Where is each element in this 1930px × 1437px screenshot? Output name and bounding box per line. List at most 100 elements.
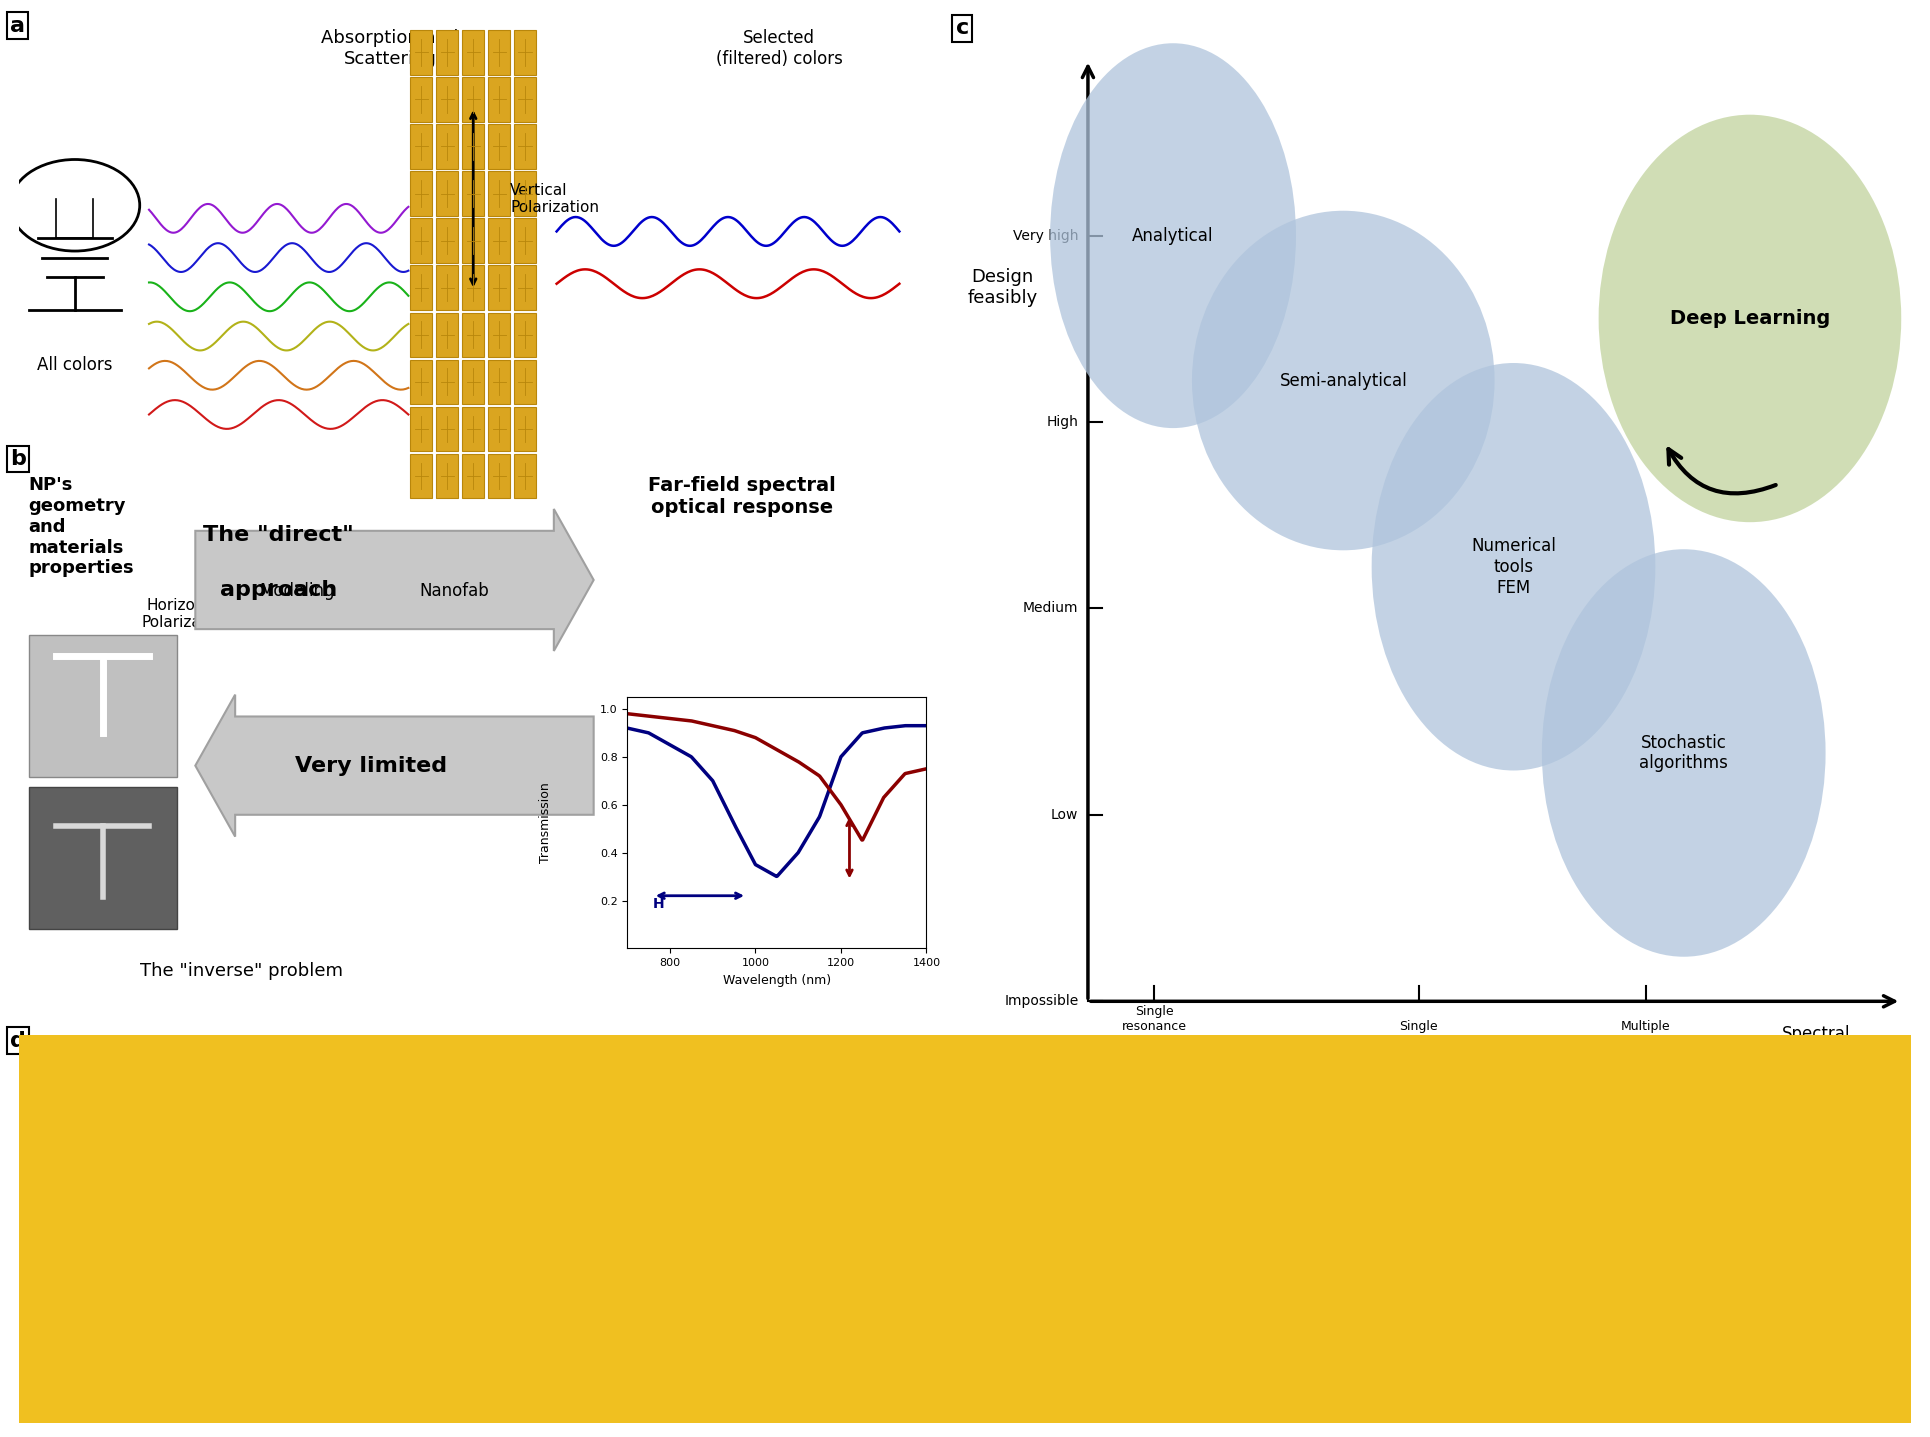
Bar [461, 266, 484, 310]
Bar [513, 266, 537, 310]
Bar [436, 78, 459, 122]
Text: b: b [10, 448, 25, 468]
Bar [29, 635, 178, 776]
Text: Spectral
Complexity: Spectral Complexity [1770, 1025, 1862, 1063]
Text: Low: Low [1052, 808, 1079, 822]
Bar [513, 359, 537, 404]
Bar [488, 407, 510, 451]
Ellipse shape [1274, 1042, 1583, 1352]
Text: Test set: Test set [1700, 1364, 1774, 1382]
Text: Deep Learning: Deep Learning [1669, 309, 1830, 328]
Bar [411, 407, 432, 451]
Bar [436, 454, 459, 499]
Text: Test set: Test set [1075, 1364, 1148, 1382]
Bar [513, 30, 537, 75]
Bar [436, 124, 459, 168]
Ellipse shape [1050, 43, 1297, 428]
Bar [436, 359, 459, 404]
Text: Semi-analytical: Semi-analytical [1280, 372, 1407, 389]
Bar [411, 266, 432, 310]
Text: Test set: Test set [452, 1364, 525, 1382]
Ellipse shape [25, 1042, 336, 1352]
Bar [488, 266, 510, 310]
Bar [461, 30, 484, 75]
Bar [461, 218, 484, 263]
Text: Single
resonance
Dual polarizations: Single resonance Dual polarizations [1363, 1020, 1475, 1063]
Bar [461, 454, 484, 499]
Text: Horizontal
Polarization: Horizontal Polarization [141, 598, 230, 629]
Text: High: High [1046, 415, 1079, 428]
Bar [488, 124, 510, 168]
Ellipse shape [648, 1042, 959, 1352]
Bar [461, 78, 484, 122]
Text: Numerical
tools
FEM: Numerical tools FEM [1471, 537, 1556, 596]
Bar [411, 359, 432, 404]
Bar [29, 787, 178, 930]
Bar [411, 454, 432, 499]
X-axis label: Wavelength (nm): Wavelength (nm) [722, 974, 832, 987]
Bar [411, 78, 432, 122]
Text: The "inverse" problem: The "inverse" problem [141, 963, 344, 980]
Text: NP's
geometry
and
materials
properties: NP's geometry and materials properties [29, 476, 135, 578]
Bar [436, 407, 459, 451]
Text: Train set: Train set [764, 1364, 845, 1382]
Circle shape [10, 160, 139, 251]
Bar [411, 124, 432, 168]
Ellipse shape [1598, 115, 1901, 522]
Bar [513, 407, 537, 451]
Ellipse shape [1193, 211, 1494, 550]
Bar [436, 266, 459, 310]
Bar [488, 218, 510, 263]
Text: Design
feasibly: Design feasibly [967, 267, 1038, 308]
Text: Single
resonance
Single
polarization: Single resonance Single polarization [1117, 1006, 1191, 1063]
Bar [488, 454, 510, 499]
Bar [461, 312, 484, 356]
Text: Far-field spectral
optical response: Far-field spectral optical response [648, 476, 836, 517]
Text: Nanofab: Nanofab [421, 582, 490, 599]
Bar [411, 218, 432, 263]
Bar [513, 312, 537, 356]
Text: Very limited: Very limited [295, 756, 448, 776]
Bar [513, 124, 537, 168]
Polygon shape [195, 509, 594, 651]
Bar [436, 171, 459, 216]
Bar [411, 30, 432, 75]
Ellipse shape [957, 1042, 1268, 1352]
Text: Stochastic
algorithms: Stochastic algorithms [1639, 733, 1727, 773]
Text: Multiple
resonances
Dual polarizations: Multiple resonances Dual polarizations [1590, 1020, 1702, 1063]
Text: 1: 1 [326, 1395, 340, 1415]
Bar [513, 171, 537, 216]
Bar [513, 218, 537, 263]
Text: Train set: Train set [1388, 1364, 1469, 1382]
Bar [488, 30, 510, 75]
Bar [461, 359, 484, 404]
Text: H: H [652, 897, 664, 911]
Ellipse shape [1372, 364, 1656, 770]
Text: Vertical
Polarization: Vertical Polarization [510, 182, 600, 216]
Text: Selected
(filtered) colors: Selected (filtered) colors [716, 29, 841, 68]
Text: Train set: Train set [139, 1364, 220, 1382]
Text: a: a [10, 16, 25, 36]
Text: Impossible: Impossible [1004, 994, 1079, 1009]
Bar [461, 407, 484, 451]
Ellipse shape [1542, 549, 1826, 957]
Bar [461, 124, 484, 168]
Text: Analytical: Analytical [1133, 227, 1214, 244]
Text: Very high: Very high [1013, 228, 1079, 243]
Ellipse shape [334, 1042, 643, 1352]
Ellipse shape [1581, 1042, 1891, 1352]
Text: The "direct": The "direct" [203, 526, 353, 546]
Bar [461, 171, 484, 216]
Text: All colors: All colors [37, 355, 112, 374]
Text: Modeling: Modeling [259, 582, 336, 599]
Bar [488, 359, 510, 404]
Text: c: c [955, 19, 969, 39]
Bar [488, 312, 510, 356]
Bar [411, 171, 432, 216]
Text: approach: approach [220, 581, 338, 601]
Text: 2: 2 [951, 1395, 963, 1415]
Bar [488, 171, 510, 216]
Y-axis label: Transmission: Transmission [540, 782, 552, 864]
Bar [436, 312, 459, 356]
Bar [411, 312, 432, 356]
